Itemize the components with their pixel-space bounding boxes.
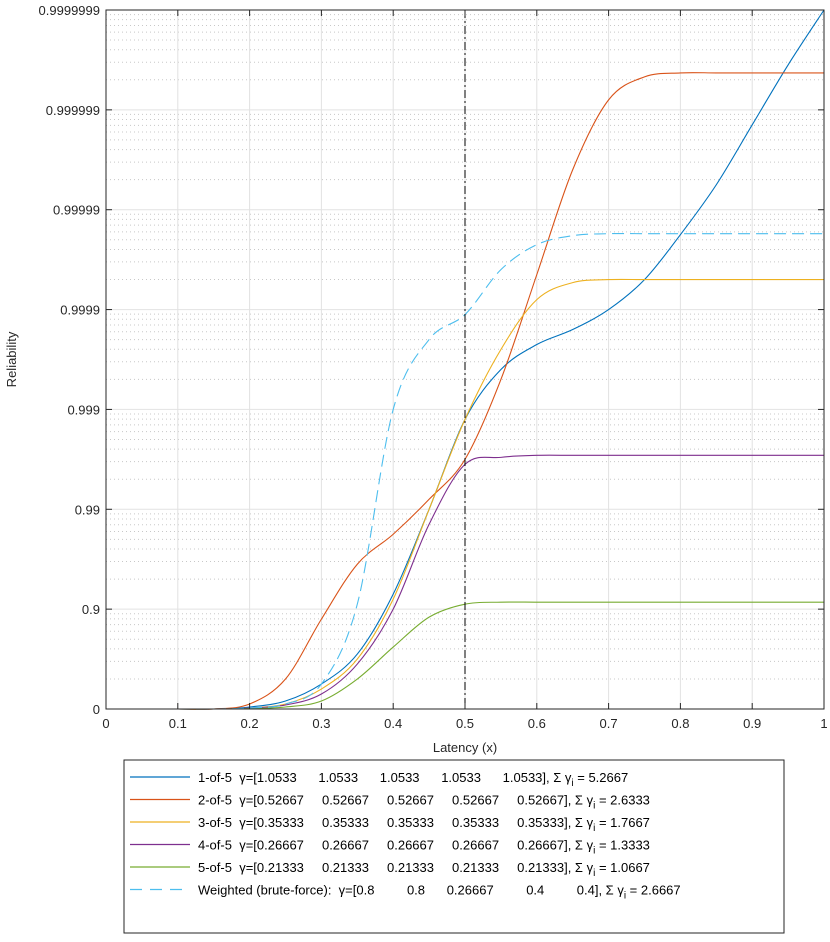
y-tick-label: 0.9999 xyxy=(60,303,100,318)
legend-subscript: i xyxy=(593,823,595,834)
y-tick-label: 0.9 xyxy=(82,602,100,617)
x-axis-label: Latency (x) xyxy=(433,740,497,755)
legend-entry-3: 3-of-5 γ=[0.35333 0.35333 0.35333 0.3533… xyxy=(198,815,650,834)
legend-gamma: γ=[0.35333 0.35333 0.35333 0.35333 0.353… xyxy=(239,815,593,830)
legend-gamma: γ=[0.52667 0.52667 0.52667 0.52667 0.526… xyxy=(239,793,593,808)
legend-entry-5: 5-of-5 γ=[0.21333 0.21333 0.21333 0.2133… xyxy=(198,860,650,879)
legend-series-name: 1-of-5 xyxy=(198,770,232,785)
legend-series-name: Weighted (brute-force): xyxy=(198,883,331,898)
legend-series-name: 5-of-5 xyxy=(198,860,232,875)
x-tick-label: 0.3 xyxy=(312,716,330,731)
legend-sum: = 1.0667 xyxy=(595,860,650,875)
series-line-2 xyxy=(106,72,824,710)
legend-sum: = 2.6333 xyxy=(595,793,650,808)
legend-entry-2: 2-of-5 γ=[0.52667 0.52667 0.52667 0.5266… xyxy=(198,793,650,812)
legend-sum: = 1.3333 xyxy=(595,838,650,853)
y-axis-ticks: 0 0.9 0.99 0.999 0.9999 0.99999 0.999999 0.9999… xyxy=(39,3,824,717)
y-tick-label: 0.9999999 xyxy=(39,3,100,18)
legend-box xyxy=(123,759,785,934)
x-tick-label: 1 xyxy=(820,716,827,731)
x-tick-label: 0.5 xyxy=(456,716,474,731)
legend-series-name: 3-of-5 xyxy=(198,815,232,830)
y-tick-label: 0.99 xyxy=(75,502,100,517)
legend-subscript: i xyxy=(593,801,595,812)
legend-subscript: i xyxy=(593,868,595,879)
legend-gamma: γ=[1.0533 1.0533 1.0533 1.0533 1.0533], … xyxy=(239,770,572,785)
legend-subscript: i xyxy=(571,778,573,789)
legend-entry-1: 1-of-5 γ=[1.0533 1.0533 1.0533 1.0533 1.… xyxy=(198,770,628,789)
legend-subscript: i xyxy=(624,891,626,902)
legend-entry-4: 4-of-5 γ=[0.26667 0.26667 0.26667 0.2666… xyxy=(198,838,650,857)
legend-gamma: γ=[0.21333 0.21333 0.21333 0.21333 0.213… xyxy=(239,860,593,875)
legend: 1-of-5 γ=[1.0533 1.0533 1.0533 1.0533 1.… xyxy=(123,759,785,934)
x-tick-label: 0.6 xyxy=(528,716,546,731)
legend-entry-6: Weighted (brute-force): γ=[0.8 0.8 0.266… xyxy=(198,883,681,902)
y-tick-label: 0.99999 xyxy=(53,203,100,218)
x-tick-label: 0.4 xyxy=(384,716,402,731)
legend-subscript: i xyxy=(593,846,595,857)
legend-gamma: γ=[0.8 0.8 0.26667 0.4 0.4], Σ γ xyxy=(339,883,625,898)
legend-series-name: 4-of-5 xyxy=(198,838,232,853)
x-tick-label: 0.8 xyxy=(671,716,689,731)
legend-sum: = 2.6667 xyxy=(626,883,681,898)
legend-series-name: 2-of-5 xyxy=(198,793,232,808)
x-tick-label: 0.7 xyxy=(600,716,618,731)
x-tick-label: 0.9 xyxy=(743,716,761,731)
legend-sum: = 5.2667 xyxy=(574,770,629,785)
legend-gamma: γ=[0.26667 0.26667 0.26667 0.26667 0.266… xyxy=(239,838,593,853)
y-axis-label: Reliability xyxy=(4,331,19,387)
y-tick-label: 0.999 xyxy=(67,402,100,417)
x-tick-label: 0.1 xyxy=(169,716,187,731)
x-tick-label: 0 xyxy=(102,716,109,731)
legend-sum: = 1.7667 xyxy=(595,815,650,830)
x-axis-ticks: 0 0.1 0.2 0.3 0.4 0.5 0.6 0.7 0.8 0.9 1 xyxy=(102,10,828,731)
x-tick-label: 0.2 xyxy=(241,716,259,731)
y-tick-label: 0 xyxy=(93,702,100,717)
y-tick-label: 0.999999 xyxy=(46,103,100,118)
